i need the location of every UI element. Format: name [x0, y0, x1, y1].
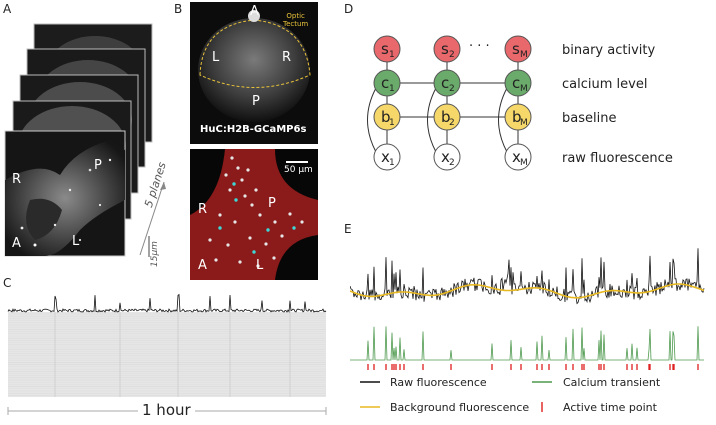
node-subscript: M	[520, 84, 528, 94]
node-subscript: 1	[389, 118, 395, 128]
legend-label-calcium: Calcium transient	[563, 376, 661, 389]
depth-arrow	[139, 181, 165, 256]
node-label: x	[512, 148, 521, 166]
node-subscript: 1	[389, 50, 395, 60]
node-label: c	[381, 74, 389, 92]
panel-label-e: E	[344, 222, 352, 236]
legend-label-active: Active time point	[563, 401, 657, 414]
b-label-a: A	[250, 4, 259, 19]
node-subscript: 1	[389, 84, 395, 94]
node-subscript: M	[520, 158, 528, 168]
legend-label-raw: Raw fluorescence	[390, 376, 487, 389]
node-label: x	[381, 148, 390, 166]
panel-label-b: B	[174, 2, 183, 16]
node-subscript: 2	[449, 158, 455, 168]
node-label: c	[441, 74, 449, 92]
row-desc-s: binary activity	[562, 43, 655, 58]
node-subscript: 2	[449, 50, 455, 60]
edge-curved	[367, 87, 377, 153]
b2-label-l: L	[256, 258, 264, 273]
raw-fluorescence-trace	[350, 248, 705, 305]
panel-c-raster	[7, 293, 327, 415]
row-desc-b: baseline	[562, 111, 616, 126]
label-p: P	[94, 158, 102, 173]
optic-label-line-2: Tectum	[283, 20, 309, 28]
label-l: L	[72, 234, 80, 249]
node-label: b	[381, 108, 391, 126]
depth-arrow-head	[160, 182, 166, 190]
legend-label-background: Background fluorescence	[390, 401, 530, 414]
b2-label-a: A	[198, 258, 207, 273]
scale-label-a: 15μm	[150, 241, 160, 267]
label-a: A	[12, 236, 21, 251]
optic-tectum-label: Optic Tectum	[283, 12, 308, 28]
duration-label: 1 hour	[138, 401, 195, 419]
panel-label-d: D	[344, 2, 354, 16]
edge-curved	[498, 87, 508, 153]
node-b-M: bM	[504, 103, 532, 131]
node-label: s	[441, 40, 449, 58]
row-desc-x: raw fluorescence	[562, 151, 673, 166]
b2-label-p: P	[268, 196, 276, 211]
node-label: b	[512, 108, 522, 126]
b-label-r: R	[282, 50, 292, 65]
node-label: c	[512, 74, 520, 92]
row-desc-c: calcium level	[562, 77, 647, 92]
node-label: s	[381, 40, 389, 58]
construct-label: HuC:H2B-GCaMP6s	[200, 124, 307, 135]
node-subscript: 1	[389, 158, 395, 168]
panel-label-a: A	[3, 2, 12, 16]
panel-b-images	[190, 2, 318, 280]
node-subscript: 2	[449, 84, 455, 94]
b-label-l: L	[212, 50, 220, 65]
panel-label-c: C	[3, 276, 12, 290]
node-subscript: 2	[449, 118, 455, 128]
optic-label-line-1: Optic	[286, 12, 305, 20]
panel-a-image-stack	[4, 23, 166, 257]
node-b-1: b1	[373, 103, 401, 131]
node-label: s	[512, 40, 520, 58]
mean-trace	[7, 293, 327, 313]
b-label-p: P	[252, 94, 260, 109]
node-label: x	[441, 148, 450, 166]
edge-curved	[427, 87, 437, 153]
node-subscript: M	[520, 50, 528, 60]
node-subscript: M	[520, 118, 528, 128]
b2-label-r: R	[198, 202, 208, 217]
node-b-2: b2	[433, 103, 461, 131]
raster-area	[8, 312, 326, 397]
label-r: R	[12, 172, 22, 187]
panel-e-traces	[350, 248, 705, 412]
calcium-transient-trace	[350, 326, 704, 361]
ellipsis: · · ·	[469, 39, 490, 54]
node-label: b	[441, 108, 451, 126]
scale-label-b: 50 μm	[284, 165, 313, 175]
stack-plane-1	[4, 130, 126, 257]
background-fluorescence-trace	[350, 283, 705, 299]
